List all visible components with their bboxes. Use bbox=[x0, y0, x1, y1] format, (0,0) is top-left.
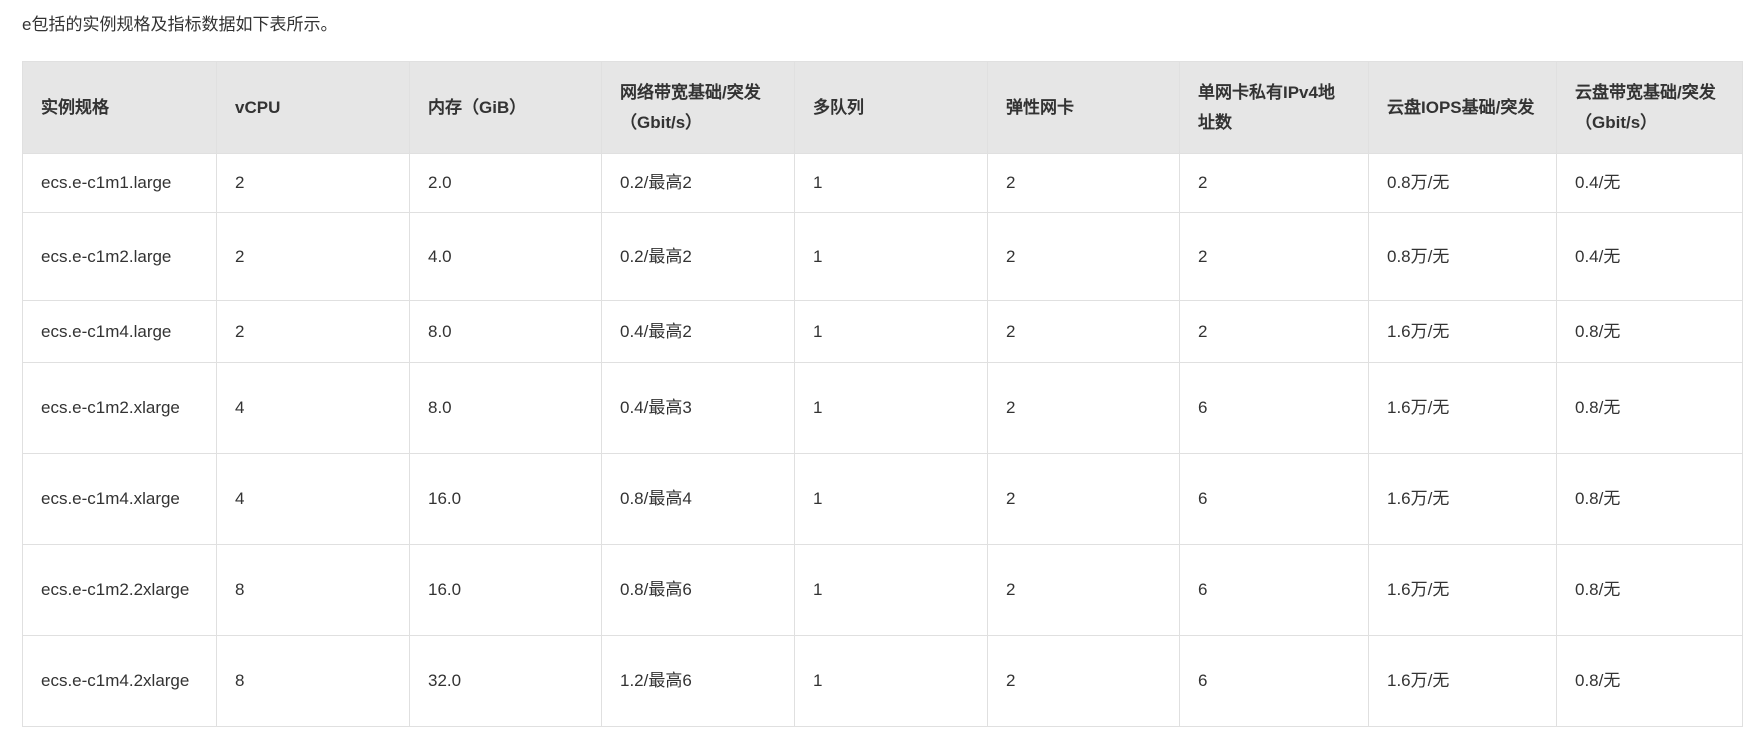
table-cell: 6 bbox=[1179, 453, 1369, 545]
column-header: 单网卡私有IPv4地址数 bbox=[1179, 61, 1369, 154]
table-cell: 0.4/无 bbox=[1556, 153, 1743, 213]
table-cell: 2 bbox=[216, 300, 410, 363]
column-header: 网络带宽基础/突发（Gbit/s） bbox=[601, 61, 795, 154]
table-cell: 4.0 bbox=[409, 212, 602, 301]
table-cell: 0.8/无 bbox=[1556, 544, 1743, 636]
table-cell: ecs.e-c1m1.large bbox=[22, 153, 217, 213]
instance-spec-table: 实例规格 vCPU 内存（GiB） 网络带宽基础/突发（Gbit/s） 多队列 弹性网卡单… bbox=[22, 61, 1743, 727]
table-cell: 1 bbox=[794, 300, 988, 363]
table-row: ecs.e-c1m2.large 2 4.0 0.2/最高2 1 2 2 0.8万/无 0.4/… bbox=[22, 212, 1743, 301]
table-cell: 0.8/最高6 bbox=[601, 544, 795, 636]
table-cell: 2 bbox=[1179, 212, 1369, 301]
table-cell: ecs.e-c1m4.large bbox=[22, 300, 217, 363]
table-cell: 2 bbox=[987, 153, 1180, 213]
table-cell: 2 bbox=[1179, 300, 1369, 363]
table-cell: 1 bbox=[794, 153, 988, 213]
table-cell: 0.2/最高2 bbox=[601, 212, 795, 301]
table-cell: 0.4/无 bbox=[1556, 212, 1743, 301]
column-header: 实例规格 bbox=[22, 61, 217, 154]
table-row: ecs.e-c1m1.large 2 2.0 0.2/最高2 1 2 2 0.8万/无 0.4/… bbox=[22, 153, 1743, 213]
table-cell: 6 bbox=[1179, 635, 1369, 727]
table-cell: 1.6万/无 bbox=[1368, 544, 1557, 636]
table-cell: 2 bbox=[987, 212, 1180, 301]
intro-text: e包括的实例规格及指标数据如下表所示。 bbox=[22, 15, 338, 34]
column-header: 云盘带宽基础/突发（Gbit/s） bbox=[1556, 61, 1743, 154]
table-cell: 8 bbox=[216, 635, 410, 727]
table-row: ecs.e-c1m2.2xlarge 8 16.0 0.8/最高6 1 2 6 1.6万/无 0… bbox=[22, 544, 1743, 636]
table-cell: 2 bbox=[987, 300, 1180, 363]
table-cell: 1 bbox=[794, 453, 988, 545]
table-cell: 1 bbox=[794, 544, 988, 636]
table-cell: ecs.e-c1m4.xlarge bbox=[22, 453, 217, 545]
table-cell: 8.0 bbox=[409, 300, 602, 363]
table-cell: ecs.e-c1m4.2xlarge bbox=[22, 635, 217, 727]
table-cell: 2 bbox=[987, 635, 1180, 727]
table-cell: 2 bbox=[987, 453, 1180, 545]
column-header: vCPU bbox=[216, 61, 410, 154]
table-cell: 1 bbox=[794, 635, 988, 727]
table-cell: 0.8/无 bbox=[1556, 635, 1743, 727]
table-cell: 0.8/最高4 bbox=[601, 453, 795, 545]
table-row: ecs.e-c1m4.xlarge 4 16.0 0.8/最高4 1 2 6 1.6万/无 0.… bbox=[22, 453, 1743, 545]
table-cell: 1.6万/无 bbox=[1368, 362, 1557, 454]
table-cell: 8.0 bbox=[409, 362, 602, 454]
table-cell: 0.4/最高3 bbox=[601, 362, 795, 454]
table-cell: 0.2/最高2 bbox=[601, 153, 795, 213]
table-cell: 1.2/最高6 bbox=[601, 635, 795, 727]
table-cell: ecs.e-c1m2.xlarge bbox=[22, 362, 217, 454]
table-cell: 1 bbox=[794, 212, 988, 301]
column-header: 多队列 bbox=[794, 61, 988, 154]
table-cell: 2 bbox=[216, 153, 410, 213]
table-cell: 0.8/无 bbox=[1556, 362, 1743, 454]
table-cell: 1.6万/无 bbox=[1368, 635, 1557, 727]
column-header: 内存（GiB） bbox=[409, 61, 602, 154]
table-cell: 2 bbox=[987, 362, 1180, 454]
table-cell: 2 bbox=[216, 212, 410, 301]
table-cell: 0.4/最高2 bbox=[601, 300, 795, 363]
table-row: ecs.e-c1m4.2xlarge 8 32.0 1.2/最高6 1 2 6 1.6万/无 0… bbox=[22, 635, 1743, 727]
table-cell: 0.8/无 bbox=[1556, 300, 1743, 363]
table-cell: 32.0 bbox=[409, 635, 602, 727]
table-cell: 16.0 bbox=[409, 453, 602, 545]
table-cell: 0.8/无 bbox=[1556, 453, 1743, 545]
table-cell: 16.0 bbox=[409, 544, 602, 636]
table-cell: 8 bbox=[216, 544, 410, 636]
table-cell: 4 bbox=[216, 453, 410, 545]
table-cell: 2.0 bbox=[409, 153, 602, 213]
table-cell: 2 bbox=[1179, 153, 1369, 213]
table-cell: 0.8万/无 bbox=[1368, 212, 1557, 301]
table-cell: ecs.e-c1m2.large bbox=[22, 212, 217, 301]
table-cell: ecs.e-c1m2.2xlarge bbox=[22, 544, 217, 636]
table-row: ecs.e-c1m4.large 2 8.0 0.4/最高2 1 2 2 1.6万/无 0.8/… bbox=[22, 300, 1743, 363]
column-header: 弹性网卡 bbox=[987, 61, 1180, 154]
table-cell: 1.6万/无 bbox=[1368, 453, 1557, 545]
table-cell: 1.6万/无 bbox=[1368, 300, 1557, 363]
table-cell: 1 bbox=[794, 362, 988, 454]
column-header: 云盘IOPS基础/突发 bbox=[1368, 61, 1557, 154]
header-row: 实例规格 vCPU 内存（GiB） 网络带宽基础/突发（Gbit/s） 多队列 弹性网卡单… bbox=[22, 61, 1743, 154]
table-cell: 2 bbox=[987, 544, 1180, 636]
table-cell: 0.8万/无 bbox=[1368, 153, 1557, 213]
table-cell: 6 bbox=[1179, 362, 1369, 454]
table-cell: 4 bbox=[216, 362, 410, 454]
table-row: ecs.e-c1m2.xlarge 4 8.0 0.4/最高3 1 2 6 1.6万/无 0.8… bbox=[22, 362, 1743, 454]
table-cell: 6 bbox=[1179, 544, 1369, 636]
